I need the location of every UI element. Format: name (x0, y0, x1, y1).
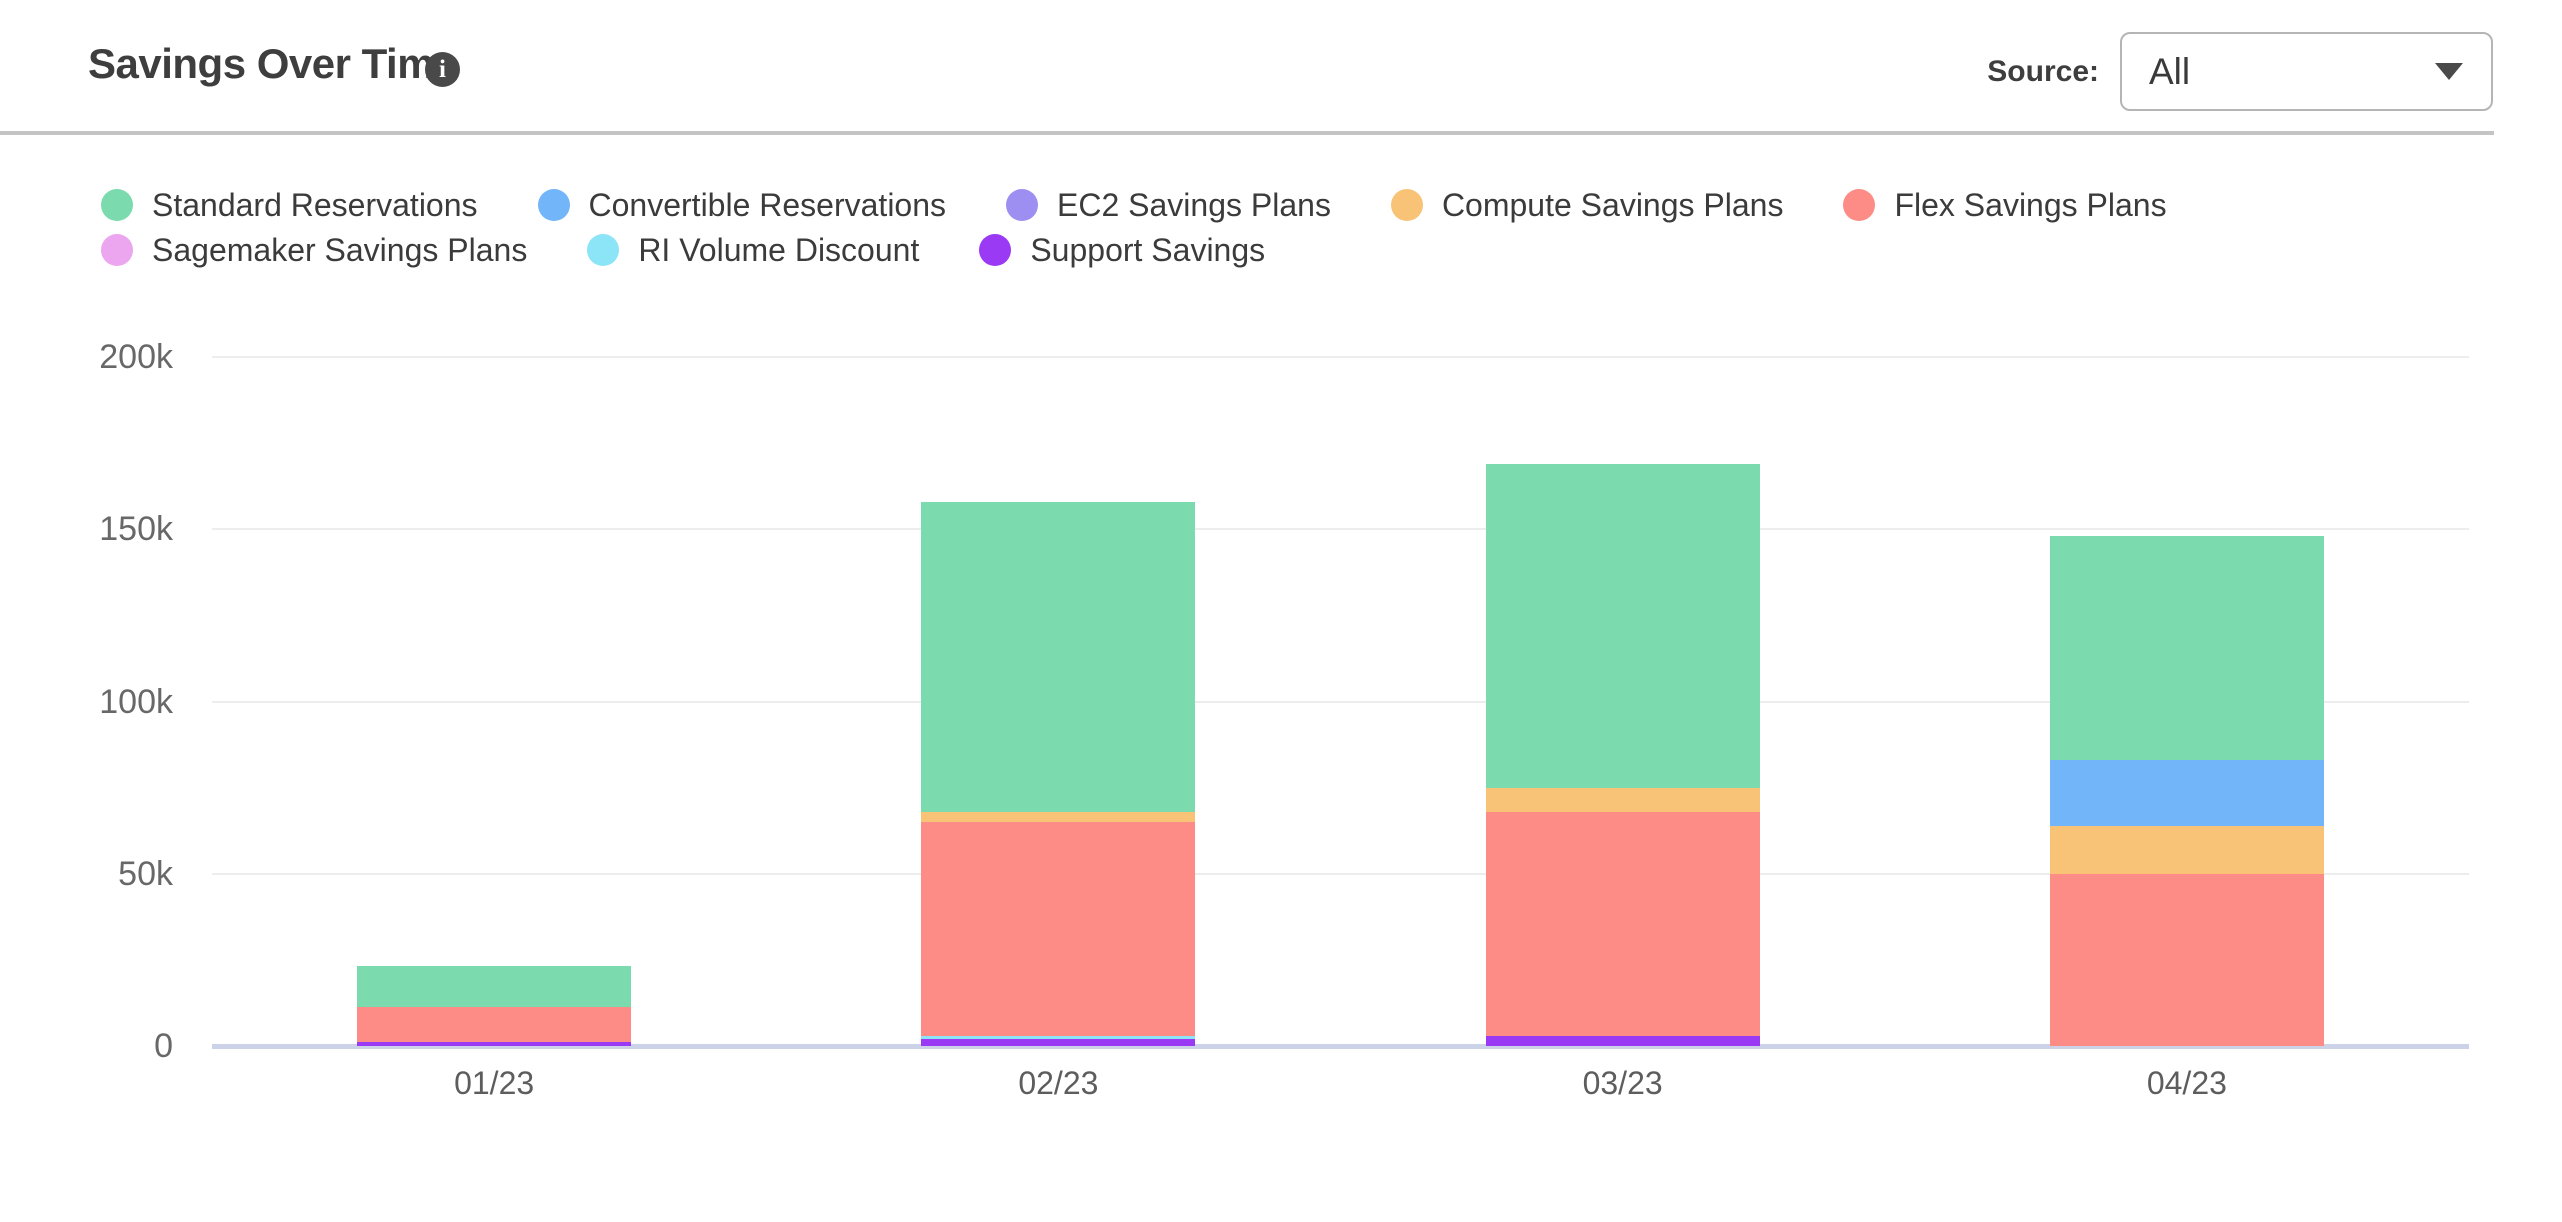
x-axis-category-label: 01/23 (454, 1065, 535, 1101)
source-control: Source: All (1987, 32, 2493, 111)
page-title: Savings Over Time (88, 40, 457, 87)
legend-item-label: Support Savings (1030, 232, 1266, 268)
bar-segment-compute-savings-plans[interactable] (2049, 825, 2324, 874)
source-label: Source: (1987, 54, 2099, 88)
bar-segment-standard-reservations[interactable] (2049, 536, 2324, 761)
x-axis-category-label: 03/23 (1582, 1065, 1663, 1101)
y-axis-tick-label: 200k (99, 338, 173, 376)
legend-item-label: RI Volume Discount (638, 232, 920, 268)
bar-segment-standard-reservations[interactable] (921, 501, 1196, 812)
gridline (212, 872, 2469, 875)
gridline (212, 356, 2469, 358)
header-divider (0, 131, 2494, 135)
legend-dot-icon (587, 234, 620, 266)
y-axis-tick-label: 50k (118, 854, 173, 893)
x-axis-baseline (212, 1044, 2469, 1049)
y-axis-tick-label: 150k (99, 510, 173, 549)
legend-item-label: Standard Reservations (152, 187, 478, 223)
bar-segment-standard-reservations[interactable] (357, 966, 632, 1008)
bar-segment-support-savings[interactable] (357, 1041, 632, 1046)
legend-item-sagemaker-savings-plans[interactable]: Sagemaker Savings Plans (101, 234, 527, 266)
bar-segment-support-savings[interactable] (1485, 1035, 1760, 1046)
bar-segment-flex-savings-plans[interactable] (921, 822, 1196, 1036)
legend-item-ri-volume-discount[interactable]: RI Volume Discount (587, 234, 919, 266)
legend-item-flex-savings-plans[interactable]: Flex Savings Plans (1843, 187, 2167, 223)
info-icon[interactable]: i (425, 52, 460, 87)
y-axis-tick-label: 100k (99, 682, 173, 721)
x-axis-category-label: 04/23 (2146, 1065, 2227, 1101)
bar-segment-flex-savings-plans[interactable] (357, 1007, 632, 1042)
bar-segment-convertible-reservations[interactable] (2049, 760, 2324, 826)
legend-item-standard-reservations[interactable]: Standard Reservations (101, 189, 478, 221)
x-axis-category-label: 02/23 (1018, 1065, 1099, 1101)
legend-dot-icon (1843, 189, 1876, 221)
legend-item-label: Compute Savings Plans (1441, 187, 1784, 223)
info-icon-glyph: i (439, 56, 446, 83)
legend-item-label: Sagemaker Savings Plans (152, 232, 528, 268)
bar-segment-flex-savings-plans[interactable] (1485, 811, 1760, 1036)
legend-item-support-savings[interactable]: Support Savings (979, 234, 1265, 266)
bar-segment-standard-reservations[interactable] (1485, 463, 1760, 788)
gridline (212, 700, 2469, 703)
legend-dot-icon (537, 189, 570, 221)
bar-segment-ri-volume-discount[interactable] (921, 1035, 1196, 1040)
legend-dot-icon (101, 189, 133, 221)
legend-dot-icon (101, 234, 133, 266)
legend-item-ec2-savings-plans[interactable]: EC2 Savings Plans (1006, 189, 1331, 221)
chart-header: Savings Over Time i Source: All (0, 0, 2562, 135)
legend-item-label: Convertible Reservations (588, 187, 947, 223)
bar-segment-flex-savings-plans[interactable] (2049, 873, 2324, 1046)
legend-dot-icon (1390, 189, 1423, 221)
legend-item-label: Flex Savings Plans (1894, 187, 2167, 223)
legend-dot-icon (979, 234, 1012, 266)
chevron-down-icon (2435, 63, 2463, 80)
legend-item-label: EC2 Savings Plans (1057, 187, 1331, 223)
y-axis-tick-label: 0 (154, 1027, 173, 1065)
source-dropdown-value: All (2149, 50, 2191, 92)
legend-item-compute-savings-plans[interactable]: Compute Savings Plans (1390, 187, 1784, 223)
bar-segment-compute-savings-plans[interactable] (921, 811, 1196, 823)
chart-legend: Standard Reservations Convertible Reserva… (101, 189, 2301, 266)
bar-segment-support-savings[interactable] (921, 1039, 1196, 1046)
legend-item-convertible-reservations[interactable]: Convertible Reservations (537, 187, 947, 223)
bar-segment-compute-savings-plans[interactable] (1485, 787, 1760, 812)
legend-dot-icon (1006, 189, 1039, 221)
gridline (212, 528, 2469, 531)
source-dropdown[interactable]: All (2120, 32, 2493, 111)
